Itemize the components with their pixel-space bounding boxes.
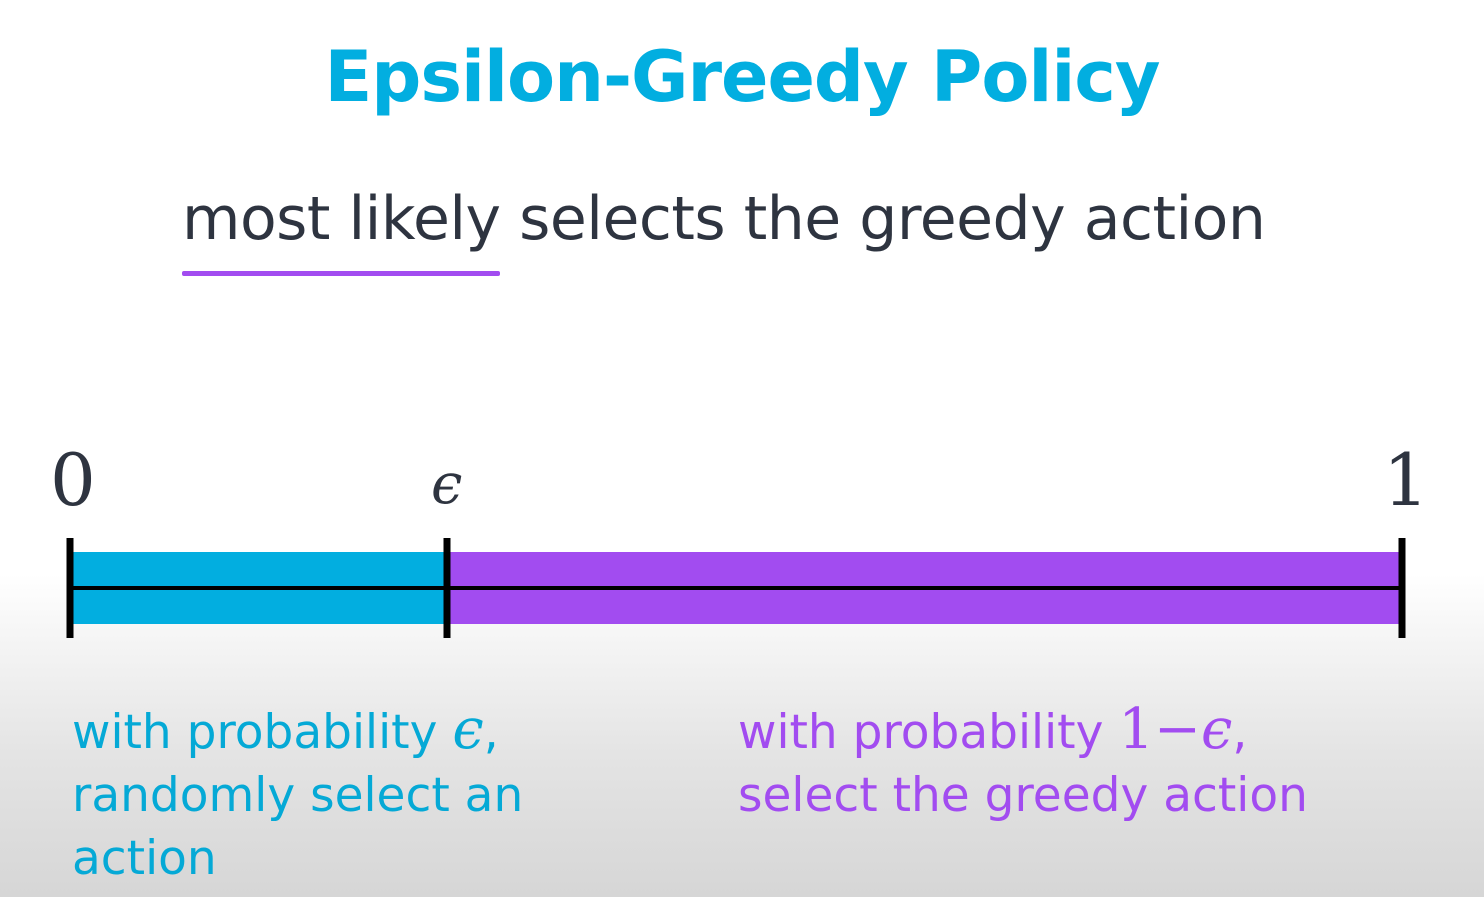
axis-label-one: 1 — [1383, 438, 1429, 522]
exploit-caption-epsilon: ϵ — [1200, 697, 1233, 762]
exploit-caption-one: 1 — [1118, 697, 1155, 762]
explore-caption-comma: , — [483, 705, 499, 760]
explore-caption-line1: with probability ϵ, — [72, 698, 523, 764]
explore-caption: with probability ϵ, randomly select an a… — [72, 698, 523, 890]
exploit-caption-line1: with probability 1−ϵ, — [738, 698, 1308, 764]
explore-caption-prefix: with probability — [72, 705, 453, 760]
explore-caption-epsilon: ϵ — [452, 697, 484, 762]
exploit-caption-comma: , — [1232, 705, 1248, 760]
explore-caption-line2: randomly select an — [72, 768, 524, 823]
subtitle: most likely selects the greedy action — [182, 184, 1266, 254]
exploit-caption-line2: select the greedy action — [738, 768, 1308, 823]
exploit-caption-minus: − — [1154, 697, 1201, 762]
axis-label-zero: 0 — [50, 438, 96, 522]
subtitle-underline — [182, 271, 500, 276]
exploit-caption: with probability 1−ϵ, select the greedy … — [738, 698, 1308, 827]
axis-label-epsilon: ϵ — [431, 452, 463, 517]
page-title: Epsilon-Greedy Policy — [324, 36, 1160, 118]
exploit-caption-prefix: with probability — [738, 705, 1119, 760]
explore-caption-line3: action — [72, 831, 217, 886]
probability-bar — [66, 538, 1406, 638]
